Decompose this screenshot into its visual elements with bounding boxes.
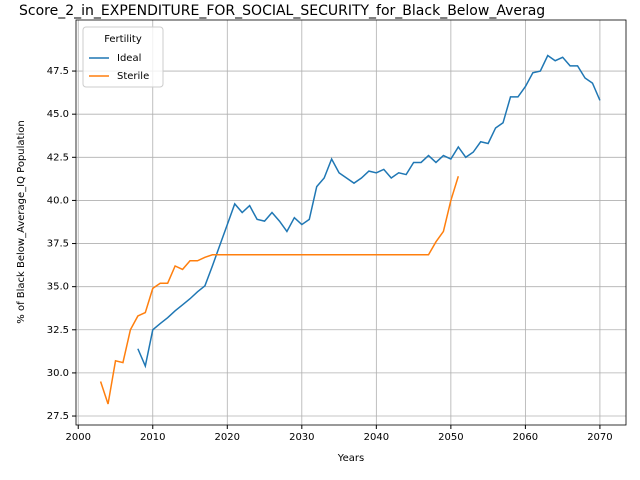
y-tick-label: 42.5 <box>47 152 69 163</box>
plot-frame <box>75 19 627 426</box>
y-axis-label: % of Black Below_Average_IQ Population <box>16 120 27 323</box>
x-tick-label: 2060 <box>513 432 538 443</box>
y-tick-label: 37.5 <box>47 239 69 250</box>
x-tick-label: 2010 <box>140 432 165 443</box>
y-tick-label: 27.5 <box>47 411 69 422</box>
chart-title: Score_2_in_EXPENDITURE_FOR_SOCIAL_SECURI… <box>19 3 545 19</box>
y-tick-label: 45.0 <box>47 109 69 120</box>
y-tick-label: 47.5 <box>47 66 69 77</box>
x-tick-label: 2070 <box>587 432 612 443</box>
series-line <box>99 176 460 405</box>
x-tick-label: 2040 <box>364 432 389 443</box>
legend-label: Ideal <box>117 53 141 64</box>
series-line <box>137 54 601 369</box>
x-axis-label: Years <box>337 453 364 464</box>
x-tick-label: 2050 <box>438 432 463 443</box>
y-tick-label: 35.0 <box>47 282 69 293</box>
legend-label: Sterile <box>117 71 149 82</box>
x-tick-label: 2020 <box>215 432 240 443</box>
y-tick-label: 30.0 <box>47 368 69 379</box>
x-tick-label: 2000 <box>66 432 91 443</box>
y-tick-label: 40.0 <box>47 195 69 206</box>
legend: Fertility Ideal Sterile <box>82 26 164 88</box>
y-tick-label: 32.5 <box>47 325 69 336</box>
x-tick-label: 2030 <box>289 432 314 443</box>
legend-box <box>82 26 164 88</box>
legend-title: Fertility <box>104 34 142 45</box>
